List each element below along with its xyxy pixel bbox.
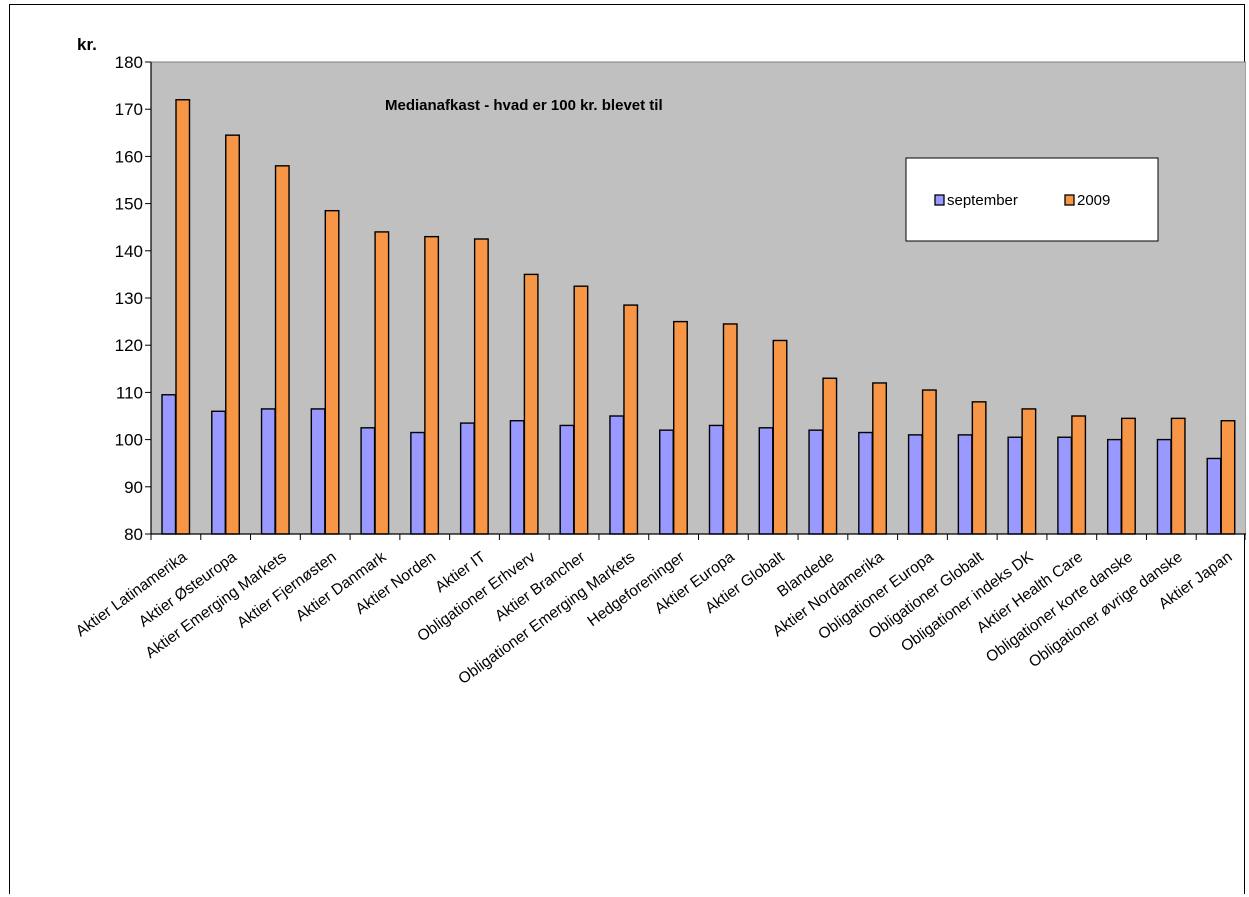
legend-label-september: september [947,192,1018,209]
bar-september [260,408,276,535]
bar-september [957,434,973,535]
bar-september [360,427,376,535]
bar-september [907,434,923,535]
bar-2009 [1071,415,1087,535]
bar-2009 [523,273,539,535]
bar-september [459,422,475,535]
chart-frame: 80 90 100 110 120 130 140 150 160 170 180 Aktier L… [9,4,1246,894]
y-tick-label: 160 [115,147,143,166]
y-tick-label: 100 [115,431,143,450]
bar-september [410,431,426,535]
bar-september [808,429,824,535]
bar-september [758,427,774,535]
bar-2009 [921,389,937,535]
bar-september [1057,436,1073,535]
bar-2009 [225,134,240,535]
bars-group [161,99,1236,535]
bar-2009 [1021,408,1037,535]
y-tick-label: 180 [115,53,143,72]
bar-september [1007,436,1023,535]
legend-label-2009: 2009 [1077,192,1110,209]
bar-september [211,410,226,535]
chart-title: Medianafkast - hvad er 100 kr. blevet ti… [385,97,663,114]
bar-september [659,429,674,535]
bar-2009 [324,209,340,535]
legend: september 2009 [905,157,1159,242]
bar-2009 [1120,417,1136,535]
y-tick-label: 130 [115,289,143,308]
bar-september [559,424,575,535]
bar-2009 [274,165,290,535]
bar-chart: 80 90 100 110 120 130 140 150 160 170 180 Aktier L… [73,35,1246,688]
y-tick-label: 90 [124,478,143,497]
bar-september [1206,457,1222,535]
legend-box [905,157,1159,242]
y-tick-label: 80 [124,525,143,544]
bar-2009 [1170,417,1186,535]
bar-2009 [822,377,838,535]
bar-september [509,420,525,535]
bar-2009 [722,323,738,535]
bar-2009 [1220,420,1236,535]
bar-september [1106,438,1122,535]
y-tick-label: 170 [115,100,143,119]
bar-2009 [473,238,489,535]
bar-2009 [424,235,440,535]
legend-swatch-2009 [1064,194,1075,206]
bar-2009 [772,339,788,535]
bar-september [161,394,177,535]
y-axis: 80 90 100 110 120 130 140 150 160 170 180 [115,53,152,544]
bar-2009 [673,320,688,535]
y-tick-label: 140 [115,242,143,261]
y-tick-label: 120 [115,336,143,355]
bar-2009 [374,231,390,535]
bar-september [1156,438,1172,535]
bar-september [609,415,625,535]
y-tick-label: 110 [116,383,143,402]
bar-2009 [971,401,987,535]
bar-2009 [872,382,888,535]
legend-swatch-september [934,194,945,206]
bar-2009 [623,304,639,535]
y-axis-unit-label: kr. [77,35,97,54]
y-tick-label: 150 [115,195,143,214]
bar-september [858,431,874,535]
bar-september [310,408,326,535]
bar-2009 [573,285,589,535]
bar-2009 [175,99,191,535]
bar-september [708,424,724,535]
